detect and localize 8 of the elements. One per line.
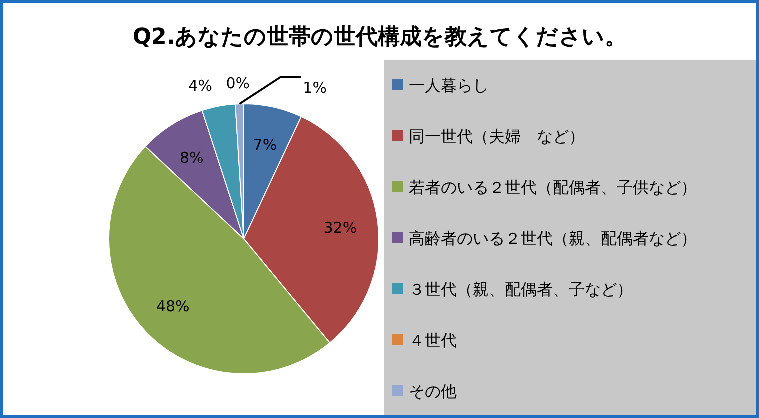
legend-label: その他 (409, 382, 457, 401)
chart-title: Q2.あなたの世帯の世代構成を教えてください。 (132, 25, 628, 50)
legend-label: 若者のいる２世代（配偶者、子供など） (409, 178, 697, 197)
legend-label: ４世代 (409, 331, 457, 350)
legend-label: 同一世代（夫婦 など） (409, 127, 585, 146)
legend-label: 一人暮らし (409, 76, 489, 95)
legend-label: ３世代（親、配偶者、子など） (409, 280, 633, 299)
legend-label: 高齢者のいる２世代（親、配偶者など） (409, 229, 697, 248)
